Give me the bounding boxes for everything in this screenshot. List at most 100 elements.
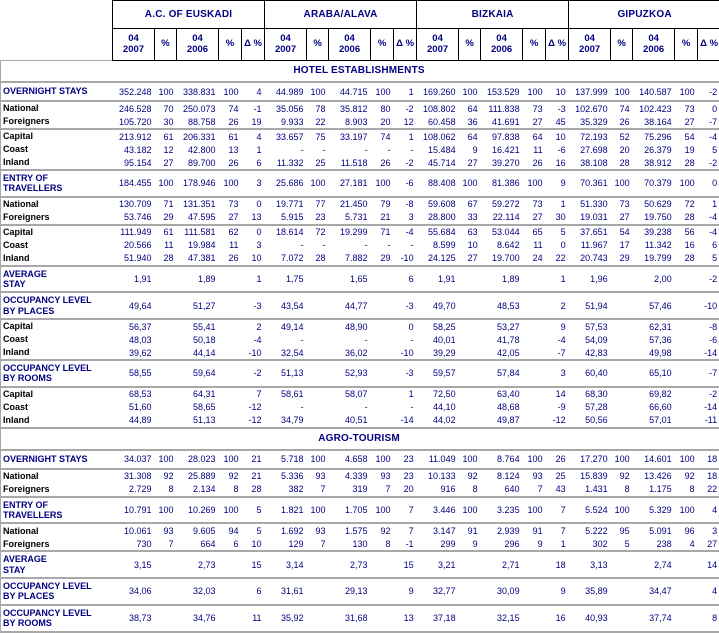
data-cell: -2 (698, 387, 719, 401)
data-cell: 95.154 (113, 156, 155, 170)
data-cell (307, 387, 329, 401)
data-cell: 33 (459, 211, 481, 225)
row-label: Coast (1, 239, 113, 252)
data-cell: 246.528 (113, 101, 155, 115)
data-cell: 44.715 (329, 82, 371, 101)
data-cell (675, 578, 698, 605)
row-label: ENTRY OF TRAVELLERS (1, 497, 113, 524)
data-cell: 44,89 (113, 414, 155, 428)
data-cell: 58,25 (417, 319, 459, 333)
data-cell: 59,57 (417, 360, 459, 387)
data-cell (219, 401, 242, 414)
data-cell (371, 387, 394, 401)
data-cell (459, 414, 481, 428)
data-cell: -4 (394, 225, 417, 239)
data-cell: 63,40 (481, 387, 523, 401)
data-cell (523, 360, 546, 387)
data-cell: 88.408 (417, 170, 459, 197)
data-cell (155, 605, 177, 632)
data-cell: 299 (417, 537, 459, 551)
data-cell: 27 (219, 211, 242, 225)
data-cell: 100 (155, 497, 177, 524)
data-cell: 55,41 (177, 319, 219, 333)
data-cell: 13 (219, 143, 242, 156)
data-cell: 50.629 (633, 197, 675, 211)
data-cell: - (329, 401, 371, 414)
data-cell: -7 (546, 346, 569, 360)
data-cell: -12 (242, 401, 265, 414)
data-cell: 19.299 (329, 225, 371, 239)
data-cell: 29 (611, 252, 633, 266)
data-cell (155, 266, 177, 293)
data-cell: 11.342 (633, 239, 675, 252)
data-cell: 23 (394, 450, 417, 469)
row-label: Capital (1, 387, 113, 401)
data-cell (219, 551, 242, 578)
data-cell (611, 360, 633, 387)
data-cell (611, 414, 633, 428)
data-cell: 28.800 (417, 211, 459, 225)
data-cell: 100 (155, 82, 177, 101)
region-header-2: ARABA/ALAVA (265, 1, 417, 29)
data-cell: 1 (546, 197, 569, 211)
data-cell (371, 292, 394, 319)
row-label: Foreigners (1, 483, 113, 497)
data-cell: 0 (394, 319, 417, 333)
data-cell: 7 (523, 483, 546, 497)
row-label: National (1, 523, 113, 537)
data-cell (371, 551, 394, 578)
data-cell: 4 (675, 537, 698, 551)
row-label: Foreigners (1, 537, 113, 551)
data-cell (459, 387, 481, 401)
data-cell: 100 (611, 497, 633, 524)
data-cell (371, 605, 394, 632)
data-cell: 2,73 (177, 551, 219, 578)
data-cell: 29 (155, 211, 177, 225)
data-cell: 75.296 (633, 129, 675, 143)
data-cell (675, 292, 698, 319)
column-header: 04 2007 (569, 29, 611, 61)
data-cell: -6 (546, 143, 569, 156)
data-cell: 94 (219, 523, 242, 537)
data-cell: 16 (675, 239, 698, 252)
data-cell: 27.181 (329, 170, 371, 197)
row-label: Inland (1, 156, 113, 170)
data-cell: 91 (523, 523, 546, 537)
corner-cell (1, 1, 113, 61)
data-cell (523, 578, 546, 605)
data-cell (611, 578, 633, 605)
data-cell: 92 (675, 469, 698, 483)
data-cell: 39,29 (417, 346, 459, 360)
data-cell: 640 (481, 483, 523, 497)
data-cell (675, 266, 698, 293)
data-cell: 25.686 (265, 170, 307, 197)
data-cell: 4 (698, 497, 719, 524)
data-cell: 7 (371, 483, 394, 497)
data-cell: 1 (546, 266, 569, 293)
data-cell: 65 (523, 225, 546, 239)
data-cell: 57,46 (633, 292, 675, 319)
data-cell: 4 (242, 129, 265, 143)
data-cell: 130.709 (113, 197, 155, 211)
data-cell: 129 (265, 537, 307, 551)
row-label: OCCUPANCY LEVEL BY ROOMS (1, 360, 113, 387)
data-cell (523, 551, 546, 578)
data-cell: 33.197 (329, 129, 371, 143)
data-cell (371, 266, 394, 293)
data-cell: 7 (394, 523, 417, 537)
data-cell: 8 (155, 483, 177, 497)
data-cell: -10 (698, 292, 719, 319)
data-cell: 1,91 (417, 266, 459, 293)
data-cell: 5.731 (329, 211, 371, 225)
data-cell: 26 (219, 115, 242, 129)
data-cell: 22 (307, 115, 329, 129)
data-cell: 664 (177, 537, 219, 551)
data-cell: -2 (698, 82, 719, 101)
data-cell: 5.329 (633, 497, 675, 524)
data-cell: 8 (459, 483, 481, 497)
data-cell: 1,89 (481, 266, 523, 293)
data-cell: 100 (371, 82, 394, 101)
